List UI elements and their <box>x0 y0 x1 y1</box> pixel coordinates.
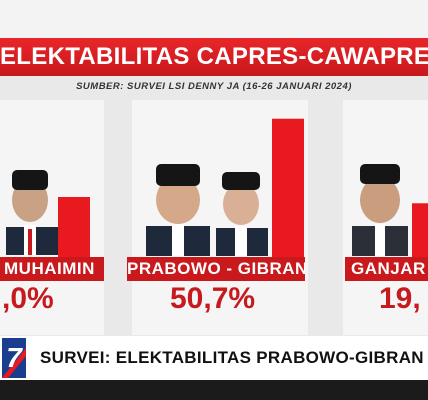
bar <box>412 203 428 257</box>
candidate-photo-icon <box>352 164 408 256</box>
data-label: ,0% <box>2 282 54 315</box>
tv-channel-logo-icon: 7 <box>2 338 26 378</box>
chart-title: ELEKTABILITAS CAPRES-CAWAPRES <box>0 43 428 70</box>
data-label: 19, <box>379 282 421 315</box>
category-label: MUHAIMIN <box>0 257 104 281</box>
candidate-photo-icon <box>6 170 62 255</box>
category-label: PRABOWO - GIBRAN <box>127 257 305 281</box>
news-ticker <box>0 336 428 380</box>
chart-subtitle: SUMBER: SURVEI LSI DENNY JA (16-26 JANUA… <box>76 81 352 92</box>
category-label-text: MUHAIMIN <box>4 259 95 278</box>
ticker-headline: SURVEI: ELEKTABILITAS PRABOWO-GIBRAN <box>40 348 424 367</box>
bar <box>58 197 90 257</box>
category-label-text: PRABOWO - GIBRAN <box>127 259 305 278</box>
candidate-photo-icon <box>146 164 210 256</box>
title-banner <box>0 38 428 76</box>
logo-letter: 7 <box>6 342 22 373</box>
data-label: 50,7% <box>170 282 256 315</box>
bottom-strip <box>0 380 428 400</box>
bar <box>272 118 304 258</box>
top-strip <box>0 0 428 38</box>
category-label-text: GANJAR - <box>351 259 428 278</box>
category-label: GANJAR - <box>345 257 428 281</box>
candidate-photo-icon <box>216 172 268 256</box>
